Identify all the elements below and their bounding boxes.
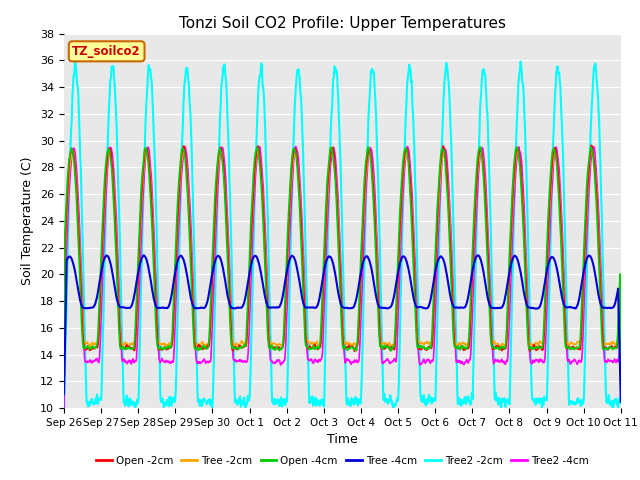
Title: Tonzi Soil CO2 Profile: Upper Temperatures: Tonzi Soil CO2 Profile: Upper Temperatur… <box>179 16 506 31</box>
Text: TZ_soilco2: TZ_soilco2 <box>72 45 141 58</box>
X-axis label: Time: Time <box>327 433 358 446</box>
Legend: Open -2cm, Tree -2cm, Open -4cm, Tree -4cm, Tree2 -2cm, Tree2 -4cm: Open -2cm, Tree -2cm, Open -4cm, Tree -4… <box>92 452 593 470</box>
Y-axis label: Soil Temperature (C): Soil Temperature (C) <box>22 156 35 285</box>
